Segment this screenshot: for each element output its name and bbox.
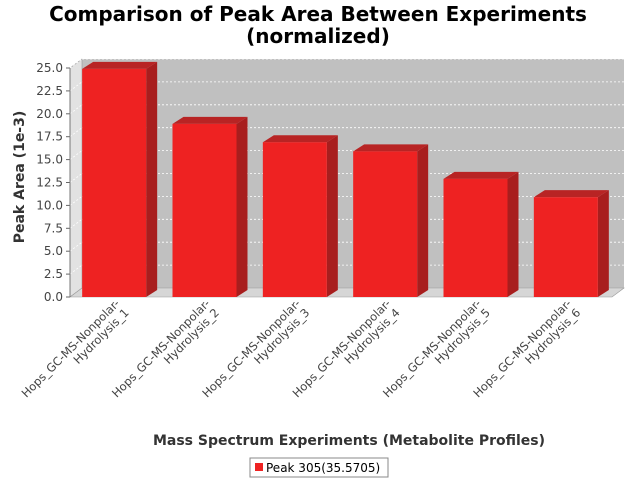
bar-top (353, 144, 429, 152)
bar-top (443, 171, 519, 179)
gridline-side (69, 58, 83, 69)
legend-box (249, 457, 389, 478)
bar-side (417, 144, 429, 297)
legend-swatch (255, 463, 263, 471)
gridline-side (69, 241, 83, 252)
chart-title-line-2: (normalized) (246, 24, 390, 48)
y-tick-label: 0.0 (44, 290, 63, 304)
y-tick-label: 25.0 (36, 61, 63, 75)
chart-title-line-1: Comparison of Peak Area Between Experime… (49, 2, 587, 26)
gridline-side (69, 104, 83, 115)
gridline-side (69, 81, 83, 92)
plot-side-wall (69, 58, 83, 298)
y-tick-label: 20.0 (36, 107, 63, 121)
y-axis-label: Peak Area (1e-3) (12, 111, 28, 244)
bar-side (236, 116, 248, 297)
gridline-side (69, 196, 83, 206)
y-tick-label: 17.5 (36, 130, 63, 144)
gridline-side (69, 264, 83, 275)
bar (262, 142, 327, 297)
bar-top (533, 190, 609, 198)
x-axis-categories: Hops_GC-MS-Nonpolar-Hydrolysis_1Hops_GC-… (19, 296, 584, 400)
bar (353, 151, 418, 297)
y-axis-ticks: 0.0 2.5 5.0 7.5 10.0 12.5 15.0 17.5 20.0 22.5 25.0 (36, 61, 71, 304)
gridline-side (69, 150, 83, 160)
plot-area (69, 58, 625, 298)
legend-entry: Peak 305(35.5705) (266, 461, 380, 475)
y-tick-label: 7.5 (44, 221, 63, 235)
gridline-side (69, 218, 83, 229)
bar-side (507, 171, 519, 297)
y-tick-label: 15.0 (36, 153, 63, 167)
legend: Peak 305(35.5705) (249, 457, 389, 478)
plot-back-wall (82, 59, 624, 288)
bar-top (82, 61, 158, 69)
gridline-side (69, 127, 83, 138)
bars (82, 61, 609, 297)
bar-side (326, 135, 338, 297)
y-tick-label: 10.0 (36, 198, 63, 212)
x-axis-label: Mass Spectrum Experiments (Metabolite Pr… (153, 433, 545, 449)
gridline-side (69, 173, 83, 183)
bar (533, 197, 598, 297)
bar-side (146, 61, 158, 297)
y-tick-label: 12.5 (36, 176, 63, 190)
bar (443, 178, 508, 297)
y-tick-label: 5.0 (44, 244, 63, 258)
y-tick-label: 22.5 (36, 84, 63, 98)
bar-top (172, 116, 248, 124)
bar (172, 123, 237, 297)
y-tick-label: 2.5 (44, 267, 63, 281)
bar-top (262, 135, 338, 143)
x-category-label-line: Hops_GC-MS-Nonpolar- (19, 296, 123, 400)
bar-side (597, 190, 609, 297)
bar (82, 68, 147, 297)
